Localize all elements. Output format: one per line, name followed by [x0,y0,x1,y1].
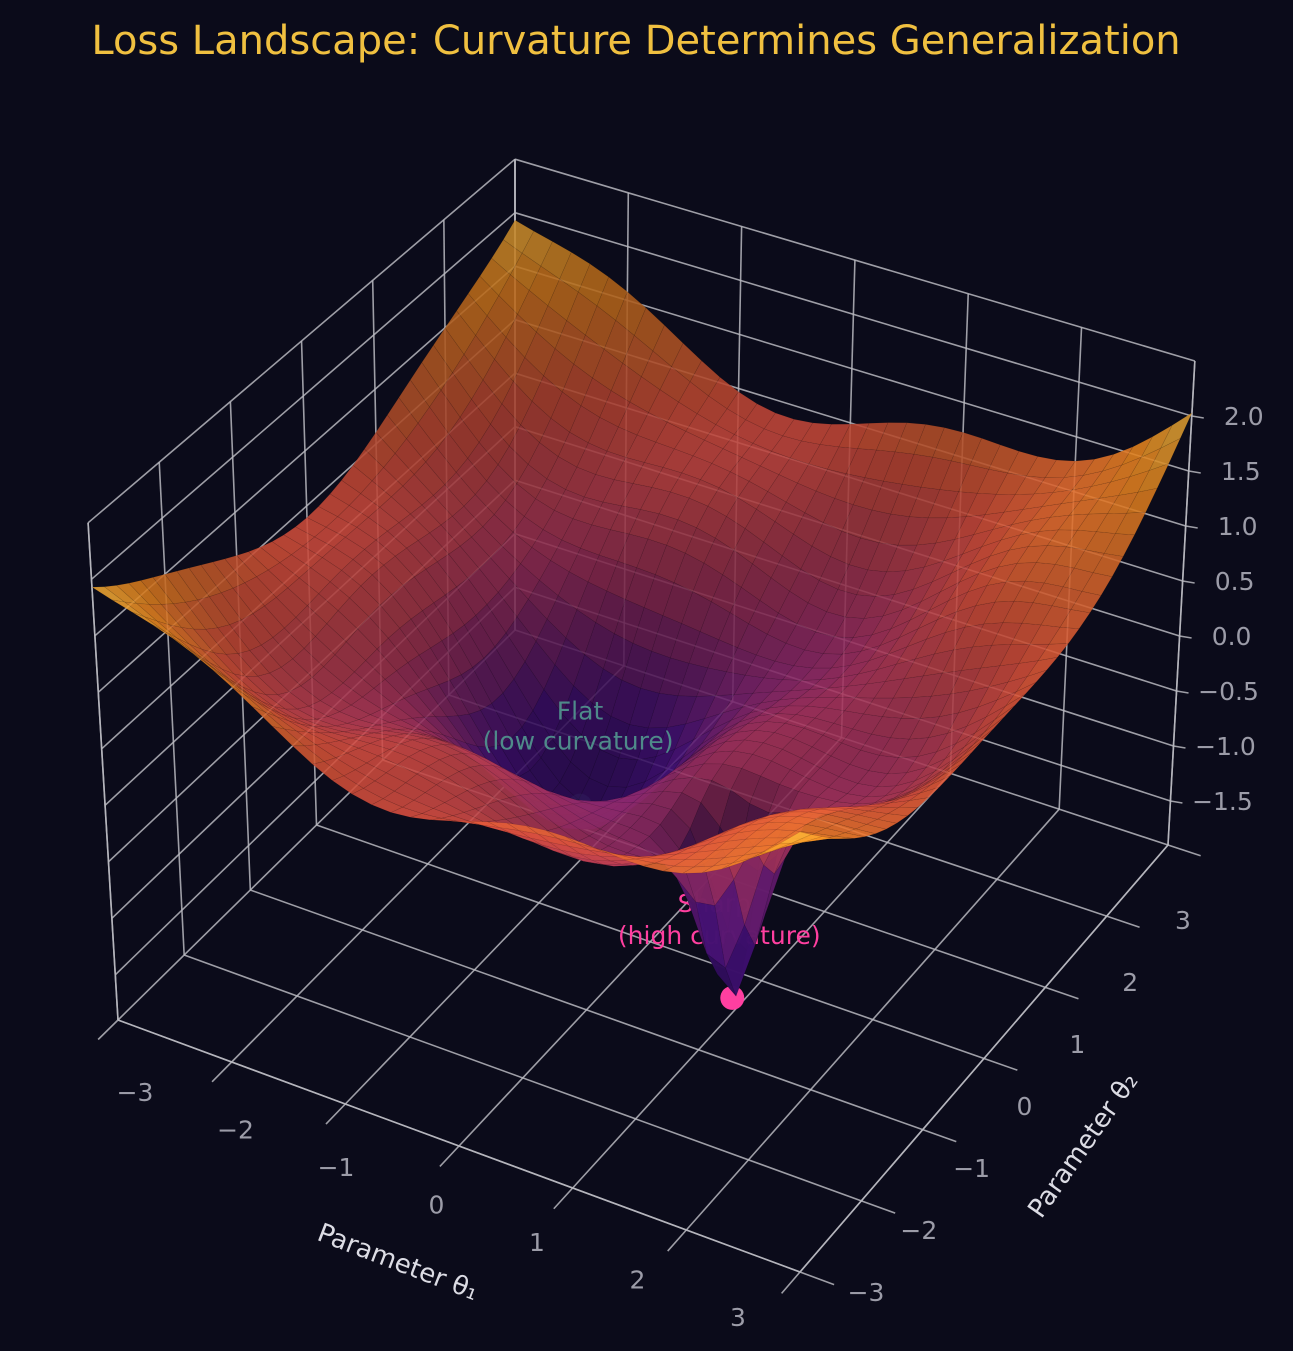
left-wall-gridline [158,462,185,956]
loss-surface [91,219,1193,997]
x-tick-mark [97,1019,119,1041]
floor-gridline [250,889,923,1131]
z-tick-label: 0.5 [1215,567,1255,596]
surface-facet [941,752,972,777]
x-tick-label: 1 [529,1228,545,1257]
x-axis-label: Parameter θ₁ [313,1218,482,1307]
surface-facet [802,836,833,843]
back-wall-gridline [1167,360,1196,846]
y-tick-label: 3 [1175,906,1191,935]
x-tick-label: 3 [730,1303,746,1332]
z-tick-mark [1176,690,1189,694]
z-tick-label: 1.5 [1221,457,1261,486]
x-tick-label: −1 [318,1153,355,1182]
back-wall-gridline [514,211,1193,417]
surface-facet [951,740,983,767]
flat-annotation-subtitle: (low curvature) [483,727,674,756]
x-tick-label: −2 [217,1116,254,1145]
z-tick-label: −0.5 [1198,677,1259,706]
z-tick-mark [1188,470,1201,474]
surface-facet [791,834,822,844]
sharp-minimum-marker [720,985,745,1010]
y-tick-mark [1106,915,1140,928]
left-wall-gridline [90,212,516,580]
z-tick-mark [1182,580,1195,584]
flat-annotation-title: Flat [557,697,604,726]
y-tick-label: −3 [848,1278,885,1307]
y-tick-label: −2 [900,1216,937,1245]
left-wall-gridline [87,522,119,1021]
y-tick-mark [799,1271,835,1286]
floor-gridline [316,824,985,1060]
surface-facet [994,693,1026,720]
z-tick-mark [1179,635,1192,639]
surface-facet [1103,533,1135,557]
surface-facet [930,764,962,786]
x-tick-label: −3 [117,1078,154,1107]
floor-gridline [117,1019,801,1273]
z-tick-mark [1170,800,1183,804]
surface-facet [897,797,930,808]
y-tick-mark [983,1057,1018,1071]
z-tick-mark [1191,415,1204,419]
y-axis-label: Parameter θ₂ [1022,1067,1144,1223]
x-tick-mark [439,1145,460,1167]
x-tick-label: 2 [630,1266,646,1295]
z-tick-label: −1.0 [1195,732,1256,761]
y-tick-mark [1045,986,1079,1000]
x-tick-label: 0 [429,1191,445,1220]
z-tick-label: 2.0 [1224,402,1264,431]
y-tick-mark [1167,844,1201,857]
x-tick-mark [780,1271,801,1294]
y-tick-mark [922,1128,957,1143]
x-tick-mark [325,1103,346,1125]
z-tick-label: 1.0 [1218,512,1258,541]
z-tick-label: 0.0 [1212,622,1252,651]
chart-title: Loss Landscape: Curvature Determines Gen… [91,18,1180,64]
floor-gridline [183,954,862,1202]
y-tick-label: 0 [1017,1092,1033,1121]
surface-facet [779,831,812,844]
y-tick-label: 1 [1069,1030,1085,1059]
tick-labels: −3 −2 −1 0 1 2 3 −3 −2 −1 0 1 2 3 −1.5 −1.0 −0.5 0.0 0.5 1.… [117,402,1264,1332]
surface-facet [909,786,940,801]
y-tick-label: 2 [1122,968,1138,997]
y-tick-mark [861,1200,896,1214]
y-tick-label: −1 [953,1154,990,1183]
x-tick-mark [553,1187,574,1210]
z-tick-mark [1173,745,1186,749]
flat-annotation: Flat (low curvature) [483,697,674,756]
z-tick-label: −1.5 [1192,787,1253,816]
surface-facet [1148,437,1181,472]
z-tick-mark [1185,525,1198,529]
x-tick-mark [211,1061,233,1083]
x-tick-mark [667,1229,687,1252]
